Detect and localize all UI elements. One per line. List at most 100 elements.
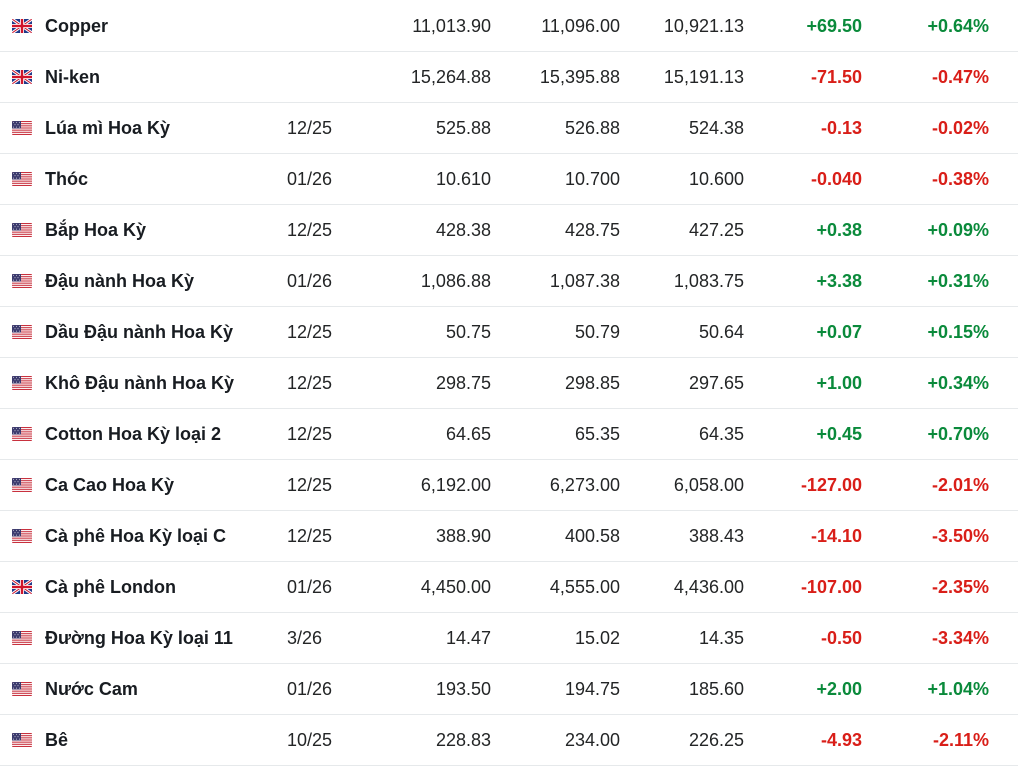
high-price: 65.35 <box>574 424 620 444</box>
price-change: -107.00 <box>800 577 862 597</box>
contract-month: 01/26 <box>287 169 333 189</box>
commodity-name-link[interactable]: Cà phê Hoa Kỳ loại C <box>45 526 227 546</box>
price-change: -0.040 <box>810 169 862 189</box>
commodity-name-link[interactable]: Lúa mì Hoa Kỳ <box>45 118 171 138</box>
commodity-name-link[interactable]: Cà phê London <box>45 577 176 597</box>
commodity-name-link[interactable]: Cotton Hoa Kỳ loại 2 <box>45 424 222 444</box>
high-price: 4,555.00 <box>549 577 620 597</box>
last-price: 193.50 <box>435 679 491 699</box>
last-price: 15,264.88 <box>410 67 491 87</box>
high-price: 15.02 <box>574 628 620 648</box>
last-price: 428.38 <box>435 220 491 240</box>
price-change-percent: -0.02% <box>931 118 989 138</box>
price-change: -71.50 <box>810 67 862 87</box>
high-price: 400.58 <box>564 526 620 546</box>
commodity-name-link[interactable]: Khô Đậu nành Hoa Kỳ <box>45 373 235 393</box>
contract-month: 01/26 <box>287 679 333 699</box>
high-price: 298.85 <box>564 373 620 393</box>
low-price: 297.65 <box>688 373 744 393</box>
price-change-percent: +0.34% <box>927 373 989 393</box>
price-change: +3.38 <box>816 271 862 291</box>
commodity-name-link[interactable]: Đường Hoa Kỳ loại 11 <box>45 628 233 648</box>
uk-flag-icon <box>12 580 32 594</box>
low-price: 4,436.00 <box>673 577 744 597</box>
last-price: 1,086.88 <box>420 271 491 291</box>
contract-month: 10/25 <box>287 730 333 750</box>
price-change: +69.50 <box>806 16 862 36</box>
last-price: 228.83 <box>435 730 491 750</box>
low-price: 1,083.75 <box>673 271 744 291</box>
table-row: Đường Hoa Kỳ loại 11 3/26 14.47 15.02 14… <box>0 613 1018 664</box>
us-flag-icon <box>12 274 32 288</box>
low-price: 10,921.13 <box>663 16 744 36</box>
commodity-name-link[interactable]: Thóc <box>45 169 88 189</box>
commodity-name-link[interactable]: Đậu nành Hoa Kỳ <box>45 271 195 291</box>
last-price: 4,450.00 <box>420 577 491 597</box>
price-change-percent: -3.34% <box>931 628 989 648</box>
price-change-percent: -3.50% <box>931 526 989 546</box>
contract-month: 12/25 <box>287 424 333 444</box>
price-change: -14.10 <box>810 526 862 546</box>
commodity-name-link[interactable]: Bắp Hoa Kỳ <box>45 220 147 240</box>
commodity-name-link[interactable]: Bê <box>45 730 69 750</box>
price-change: -0.13 <box>820 118 862 138</box>
price-change-percent: -0.38% <box>931 169 989 189</box>
price-change-percent: +0.64% <box>927 16 989 36</box>
table-row: Cà phê London 01/26 4,450.00 4,555.00 4,… <box>0 562 1018 613</box>
table-row: Copper 11,013.90 11,096.00 10,921.13 +69… <box>0 1 1018 52</box>
contract-month: 12/25 <box>287 322 333 342</box>
us-flag-icon <box>12 223 32 237</box>
high-price: 50.79 <box>574 322 620 342</box>
us-flag-icon <box>12 529 32 543</box>
last-price: 10.610 <box>435 169 491 189</box>
contract-month: 12/25 <box>287 526 333 546</box>
low-price: 6,058.00 <box>673 475 744 495</box>
table-row: Đậu nành Hoa Kỳ 01/26 1,086.88 1,087.38 … <box>0 256 1018 307</box>
price-change: +1.00 <box>816 373 862 393</box>
last-price: 11,013.90 <box>412 16 491 36</box>
high-price: 234.00 <box>564 730 620 750</box>
low-price: 185.60 <box>688 679 744 699</box>
low-price: 10.600 <box>688 169 744 189</box>
table-row: Nước Cam 01/26 193.50 194.75 185.60 +2.0… <box>0 664 1018 715</box>
commodity-name-link[interactable]: Nước Cam <box>45 679 138 699</box>
table-row: Bê 10/25 228.83 234.00 226.25 -4.93 -2.1… <box>0 715 1018 766</box>
us-flag-icon <box>12 733 32 747</box>
high-price: 428.75 <box>564 220 620 240</box>
commodity-name-link[interactable]: Ca Cao Hoa Kỳ <box>45 475 175 495</box>
us-flag-icon <box>12 427 32 441</box>
price-change: +0.38 <box>816 220 862 240</box>
commodity-name-link[interactable]: Ni-ken <box>45 67 101 87</box>
commodity-name-link[interactable]: Dầu Đậu nành Hoa Kỳ <box>45 322 234 342</box>
low-price: 15,191.13 <box>663 67 744 87</box>
last-price: 388.90 <box>435 526 491 546</box>
us-flag-icon <box>12 682 32 696</box>
high-price: 526.88 <box>564 118 620 138</box>
price-change-percent: +1.04% <box>927 679 989 699</box>
price-change: -127.00 <box>800 475 862 495</box>
high-price: 1,087.38 <box>549 271 620 291</box>
table-row: Khô Đậu nành Hoa Kỳ 12/25 298.75 298.85 … <box>0 358 1018 409</box>
us-flag-icon <box>12 325 32 339</box>
low-price: 427.25 <box>688 220 744 240</box>
table-row: Cotton Hoa Kỳ loại 2 12/25 64.65 65.35 6… <box>0 409 1018 460</box>
table-row: Ni-ken 15,264.88 15,395.88 15,191.13 -71… <box>0 52 1018 103</box>
price-change-percent: -2.35% <box>931 577 989 597</box>
price-change-percent: +0.70% <box>927 424 989 444</box>
low-price: 524.38 <box>688 118 744 138</box>
high-price: 10.700 <box>564 169 620 189</box>
contract-month: 12/25 <box>287 118 333 138</box>
high-price: 11,096.00 <box>541 16 620 36</box>
last-price: 298.75 <box>435 373 491 393</box>
us-flag-icon <box>12 121 32 135</box>
commodity-name-link[interactable]: Copper <box>45 16 108 36</box>
high-price: 194.75 <box>564 679 620 699</box>
price-change: +0.45 <box>816 424 862 444</box>
contract-month: 3/26 <box>287 628 323 648</box>
table-row: Thóc 01/26 10.610 10.700 10.600 -0.040 -… <box>0 154 1018 205</box>
price-change-percent: +0.31% <box>927 271 989 291</box>
us-flag-icon <box>12 478 32 492</box>
table-row: Ca Cao Hoa Kỳ 12/25 6,192.00 6,273.00 6,… <box>0 460 1018 511</box>
table-row: Cà phê Hoa Kỳ loại C 12/25 388.90 400.58… <box>0 511 1018 562</box>
